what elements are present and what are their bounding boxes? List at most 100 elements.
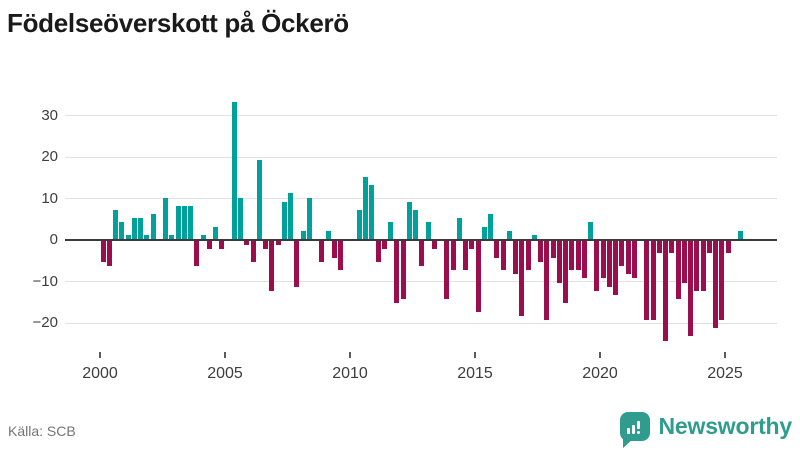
x-axis-tick [599, 352, 601, 358]
bar [138, 218, 144, 239]
zero-axis-line [65, 239, 777, 241]
bar [375, 241, 381, 262]
y-axis-label: 20 [41, 148, 58, 165]
exclamation-glyph [636, 421, 640, 434]
plot-area [65, 95, 777, 350]
bar [600, 241, 606, 279]
exclamation-stick [636, 421, 640, 429]
bar [388, 222, 394, 239]
bar [513, 241, 519, 275]
bar-chart-glyph-icon [626, 421, 640, 434]
bar [269, 241, 275, 291]
bar [738, 230, 744, 239]
bar [194, 241, 200, 266]
bubble-tail [622, 439, 633, 448]
bar [113, 209, 119, 239]
bar [263, 241, 269, 250]
newsworthy-logo: Newsworthy [619, 412, 793, 448]
bar [569, 241, 575, 271]
gridline-30 [65, 115, 777, 116]
x-axis-tick [474, 352, 476, 358]
bar [444, 241, 450, 300]
bar [181, 205, 187, 239]
bar [256, 160, 262, 239]
bar [556, 241, 562, 283]
bar [419, 241, 425, 266]
bar [706, 241, 712, 254]
x-axis-label: 2005 [207, 365, 243, 382]
gridline--10 [65, 281, 777, 282]
bar [244, 241, 250, 246]
bar [700, 241, 706, 291]
bar [144, 234, 150, 239]
bar [594, 241, 600, 291]
y-axis-label: 10 [41, 189, 58, 207]
bar [719, 241, 725, 320]
x-axis-label: 2020 [582, 365, 618, 382]
bar [213, 226, 219, 239]
bar [688, 241, 694, 337]
bar [538, 241, 544, 262]
bar [675, 241, 681, 300]
bar [619, 241, 625, 266]
bar [531, 234, 537, 239]
bar [463, 241, 469, 271]
bar [681, 241, 687, 283]
bar [306, 197, 312, 239]
bar [625, 241, 631, 275]
bar [163, 197, 169, 239]
bar [481, 226, 487, 239]
glyph-bar [631, 425, 635, 434]
bar [338, 241, 344, 271]
bar [413, 209, 419, 239]
bar [450, 241, 456, 271]
gridline-20 [65, 156, 777, 158]
newsworthy-wordmark: Newsworthy [658, 413, 793, 439]
bar [519, 241, 525, 316]
bar [294, 241, 300, 287]
bar [406, 201, 412, 239]
bar [475, 241, 481, 312]
bar [119, 222, 125, 239]
source-label: Källa: SCB [8, 423, 76, 439]
bar [206, 241, 212, 250]
bar [250, 241, 256, 262]
bar [106, 241, 112, 266]
bar [694, 241, 700, 291]
bar [300, 230, 306, 239]
bar [469, 241, 475, 250]
bar [100, 241, 106, 262]
x-axis-label: 2000 [82, 365, 118, 382]
bar [275, 241, 281, 246]
bar [125, 234, 131, 239]
x-axis-tick [349, 352, 351, 358]
bar [644, 241, 650, 320]
bar [281, 201, 287, 239]
bar [131, 218, 137, 239]
bar [219, 241, 225, 250]
y-axis-label: −20 [32, 314, 58, 331]
glyph-bar [626, 428, 630, 434]
y-axis-label: −10 [32, 272, 58, 290]
bar [150, 214, 156, 239]
bar [563, 241, 569, 304]
y-axis-label: 30 [41, 106, 58, 124]
bar [175, 205, 181, 239]
bar [169, 234, 175, 239]
bar [663, 241, 669, 341]
bar [356, 209, 362, 239]
bar [231, 102, 237, 239]
bar [506, 230, 512, 239]
x-axis-tick [224, 352, 226, 358]
exclamation-dot [636, 431, 640, 434]
bar [575, 241, 581, 271]
bar [425, 222, 431, 239]
bar [381, 241, 387, 250]
bar [394, 241, 400, 304]
bar [581, 241, 587, 279]
y-axis-label: 0 [49, 231, 58, 248]
bar [713, 241, 719, 329]
bar [669, 241, 675, 254]
bar [288, 193, 294, 239]
bar [400, 241, 406, 300]
